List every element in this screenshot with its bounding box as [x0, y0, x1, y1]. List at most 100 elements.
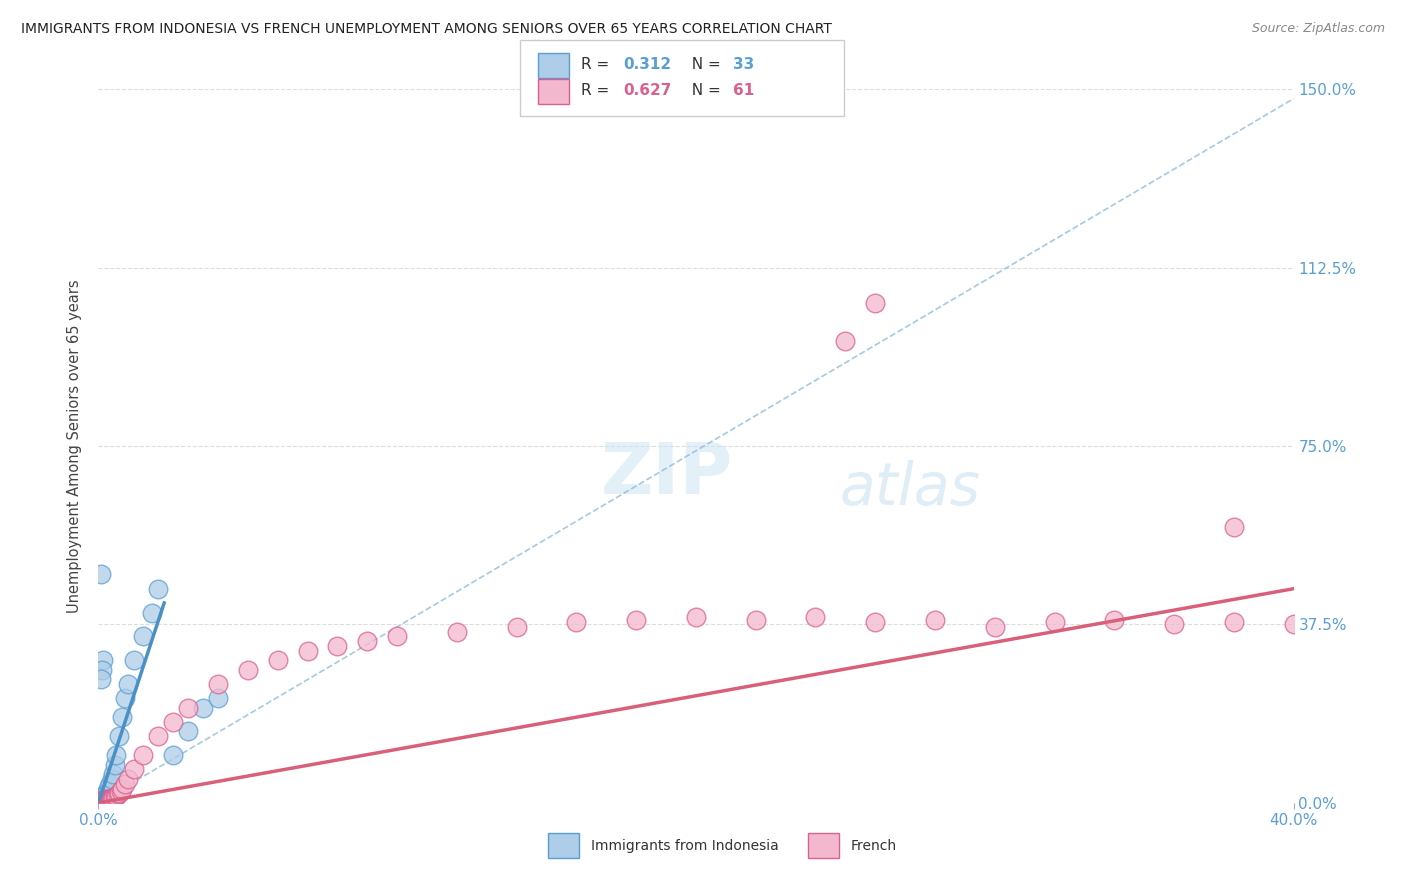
Point — [506, 620, 529, 634]
Point — [97, 792, 120, 806]
Point — [236, 663, 259, 677]
Point — [90, 794, 112, 808]
Point — [90, 672, 112, 686]
Point — [1104, 613, 1126, 627]
Point — [984, 620, 1007, 634]
Point — [111, 781, 134, 796]
Point — [93, 793, 115, 807]
Point — [100, 792, 122, 806]
Point — [865, 296, 887, 310]
Point — [101, 792, 124, 806]
Point — [91, 794, 114, 808]
Point — [267, 653, 290, 667]
Point — [90, 792, 112, 806]
Point — [93, 793, 115, 807]
Point — [834, 334, 856, 349]
Point — [97, 792, 120, 806]
Point — [96, 784, 118, 798]
Point — [865, 615, 887, 629]
Point — [148, 729, 170, 743]
Point — [91, 663, 114, 677]
Point — [104, 757, 127, 772]
Point — [96, 786, 118, 800]
Point — [111, 710, 134, 724]
Point — [385, 629, 409, 643]
Point — [1163, 617, 1185, 632]
Point — [162, 714, 184, 729]
Point — [103, 767, 125, 781]
Point — [1223, 520, 1246, 534]
Point — [924, 613, 946, 627]
Text: French: French — [851, 838, 897, 853]
Point — [93, 793, 115, 807]
Point — [91, 794, 114, 808]
Point — [1282, 617, 1305, 632]
Point — [96, 792, 118, 806]
Point — [110, 784, 132, 798]
Point — [141, 606, 163, 620]
Point — [100, 791, 122, 805]
Point — [1043, 615, 1066, 629]
Point — [97, 793, 120, 807]
Text: Immigrants from Indonesia: Immigrants from Indonesia — [591, 838, 779, 853]
Point — [101, 792, 124, 806]
Text: N =: N = — [682, 84, 725, 98]
Point — [90, 793, 112, 807]
Point — [177, 724, 200, 739]
Point — [105, 789, 128, 803]
Point — [117, 677, 139, 691]
Point — [207, 677, 229, 691]
Point — [114, 691, 136, 706]
Point — [90, 793, 112, 807]
Text: IMMIGRANTS FROM INDONESIA VS FRENCH UNEMPLOYMENT AMONG SENIORS OVER 65 YEARS COR: IMMIGRANTS FROM INDONESIA VS FRENCH UNEM… — [21, 22, 832, 37]
Text: Source: ZipAtlas.com: Source: ZipAtlas.com — [1251, 22, 1385, 36]
Text: ZIP: ZIP — [600, 440, 733, 509]
Point — [94, 791, 117, 805]
Point — [114, 777, 136, 791]
Point — [94, 793, 117, 807]
Point — [105, 748, 128, 763]
Point — [103, 791, 125, 805]
Point — [96, 793, 118, 807]
Point — [177, 700, 200, 714]
Point — [356, 634, 378, 648]
Text: 0.312: 0.312 — [623, 57, 671, 71]
Point — [565, 615, 588, 629]
Text: 0.627: 0.627 — [623, 84, 671, 98]
Point — [804, 610, 827, 624]
Point — [685, 610, 707, 624]
Point — [191, 700, 214, 714]
Point — [326, 639, 349, 653]
Point — [108, 786, 131, 800]
Point — [98, 793, 121, 807]
Text: R =: R = — [581, 84, 614, 98]
Point — [207, 691, 229, 706]
Point — [108, 729, 131, 743]
Point — [446, 624, 468, 639]
Point — [626, 613, 648, 627]
Point — [91, 653, 114, 667]
Point — [297, 643, 319, 657]
Point — [97, 779, 120, 793]
Point — [104, 790, 127, 805]
Point — [93, 794, 115, 808]
Point — [90, 567, 112, 582]
Point — [94, 792, 117, 806]
Point — [132, 748, 155, 763]
Point — [89, 794, 111, 808]
Point — [107, 787, 129, 801]
Point — [148, 582, 170, 596]
Point — [101, 772, 124, 786]
Y-axis label: Unemployment Among Seniors over 65 years: Unemployment Among Seniors over 65 years — [67, 279, 83, 613]
Point — [89, 794, 111, 808]
Text: 33: 33 — [733, 57, 754, 71]
Point — [94, 793, 117, 807]
Text: R =: R = — [581, 57, 614, 71]
Point — [89, 795, 111, 809]
Text: N =: N = — [682, 57, 725, 71]
Text: 61: 61 — [733, 84, 754, 98]
Point — [98, 792, 121, 806]
Point — [91, 791, 114, 805]
Point — [124, 653, 146, 667]
Point — [745, 613, 768, 627]
